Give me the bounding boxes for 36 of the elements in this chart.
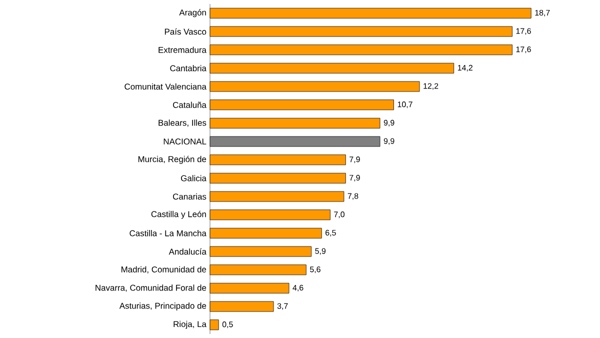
y-tick-label: Andalucía [168,248,206,255]
y-tick-label: Canarias [173,193,206,200]
bar [210,136,380,147]
bar [210,44,512,56]
bar [210,62,454,74]
bar [210,154,346,166]
bar [210,8,532,18]
y-tick-label: Castilla y León [151,210,206,219]
y-tick-label: Cantabria [170,65,206,72]
bar [210,172,346,184]
bar [210,320,219,330]
y-tick-label: NACIONAL [164,138,206,144]
y-tick-label: Cataluña [173,102,206,108]
bar [210,228,322,238]
y-tick-label: Murcia, Región de [138,156,206,164]
y-tick-label: Castilla - La Mancha [130,230,206,236]
bar [210,264,306,276]
y-tick-label: Galicia [181,175,206,182]
y-tick-label: Asturias, Principado de [119,302,206,310]
y-tick-label: Balears, Illes [158,120,206,127]
y-tick-label: Madrid, Comunidad de [121,266,206,274]
bar [210,191,344,202]
bar [210,118,380,128]
y-tick-label: Comunitat Valenciana [124,83,206,90]
y-tick-label: Navarra, Comunidad Foral de [96,284,206,292]
y-tick-label: Rioja, La [174,320,206,329]
bar [210,81,420,92]
y-tick-label: Aragón [179,9,206,18]
y-tick-label: Extremadura [158,46,206,53]
bar [210,210,330,220]
bar [210,26,512,37]
bar [210,301,274,312]
y-tick-label: País Vasco [164,28,206,35]
bar [210,100,394,110]
bar [210,246,312,257]
bar [210,282,290,294]
